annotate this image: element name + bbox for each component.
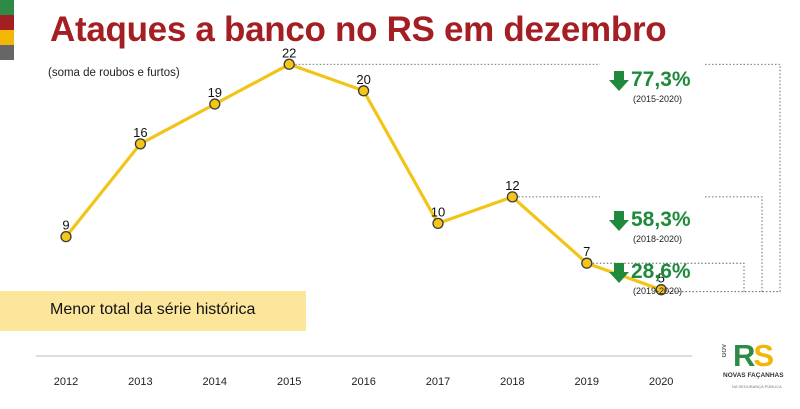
flag-stripe-red <box>0 15 14 30</box>
logo-slogan: NOVAS FAÇANHAS <box>723 372 784 379</box>
logo-gov-text: GOV <box>722 344 728 358</box>
x-tick-label: 2013 <box>128 376 152 388</box>
logo-rs-text: RS <box>733 338 774 374</box>
stat-range: (2018-2020) <box>633 234 683 244</box>
bracket-2019-2020 <box>592 262 745 292</box>
series-line <box>64 62 662 292</box>
stat-percent: 58,3% <box>631 208 691 231</box>
data-point <box>506 191 519 203</box>
data-labels: 9 16 19 22 20 10 12 7 5 <box>62 45 664 285</box>
data-label: 22 <box>282 45 296 60</box>
down-arrow-icon <box>609 211 629 231</box>
data-label: 5 <box>658 271 665 286</box>
logo-r: R <box>733 338 755 373</box>
data-point <box>60 231 72 243</box>
down-arrow-icon <box>609 263 629 283</box>
data-label: 9 <box>62 218 69 233</box>
flag-stripe-green <box>0 0 14 15</box>
data-point <box>209 98 221 110</box>
x-tick-label: 2020 <box>649 376 673 388</box>
x-tick-label: 2018 <box>500 376 524 388</box>
data-point <box>283 58 295 70</box>
data-label: 20 <box>356 72 370 87</box>
rs-government-logo: GOV RS NOVAS FAÇANHAS NA SEGURANÇA PÚBLI… <box>718 338 788 404</box>
comparison-brackets <box>295 63 781 293</box>
x-tick-label: 2016 <box>351 376 375 388</box>
stat-range: (2015-2020) <box>633 94 683 104</box>
data-label: 16 <box>133 125 147 140</box>
flag-stripe-gray <box>0 45 14 60</box>
logo-s: S <box>753 338 774 373</box>
stat-percent: 77,3% <box>631 68 691 91</box>
down-arrow-icon <box>609 71 629 91</box>
chart-subtitle: (soma de roubos e furtos) <box>48 67 180 79</box>
data-label: 12 <box>505 178 519 193</box>
data-markers <box>60 58 667 296</box>
x-tick-label: 2012 <box>54 376 78 388</box>
logo-slogan-sub: NA SEGURANÇA PÚBLICA <box>732 384 782 389</box>
data-point <box>581 257 593 269</box>
x-tick-label: 2017 <box>426 376 450 388</box>
data-label: 19 <box>208 85 222 100</box>
flag-stripe-yellow <box>0 30 14 45</box>
data-point <box>655 284 667 296</box>
annotation-text: Menor total da série histórica <box>50 301 256 318</box>
annotation-banner: Menor total da série histórica <box>0 291 306 331</box>
bracket-2018-2020 <box>705 196 763 292</box>
x-tick-label: 2019 <box>575 376 599 388</box>
data-point <box>134 138 147 150</box>
page-title: Ataques a banco no RS em dezembro <box>50 10 667 49</box>
data-label: 10 <box>431 204 445 219</box>
bracket-2015-2020 <box>667 63 781 293</box>
stat-percent: 28,6% <box>631 260 691 283</box>
stat-range: (2019-2020) <box>633 286 683 296</box>
x-tick-label: 2015 <box>277 376 301 388</box>
data-point <box>432 217 444 230</box>
x-tick-label: 2014 <box>203 376 227 388</box>
data-point <box>357 85 370 97</box>
x-tick-labels: 2012 2013 2014 2015 2016 2017 2018 2019 2020 <box>54 376 674 388</box>
data-label: 7 <box>583 244 590 259</box>
